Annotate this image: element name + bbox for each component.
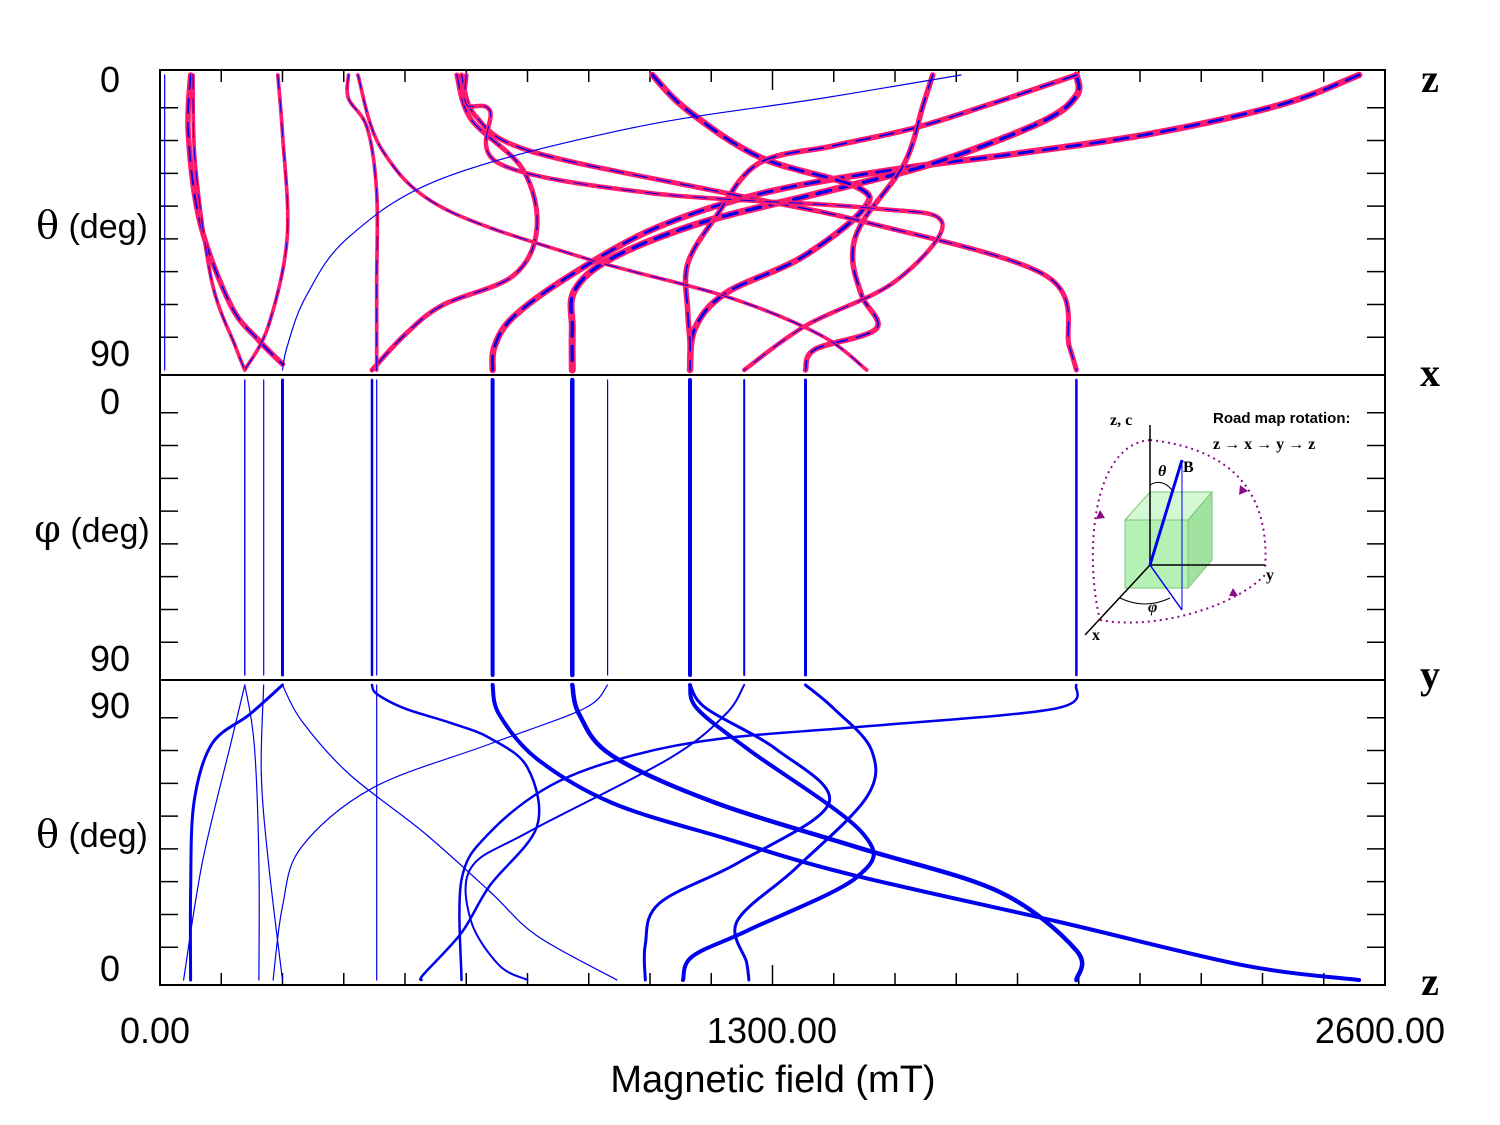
axes [159, 69, 1386, 986]
series-K-calc-yz [272, 684, 609, 981]
arrow-icon [1096, 510, 1105, 519]
x-axis-title: Magnetic field (mT) [610, 1059, 935, 1101]
series-G [369, 72, 541, 982]
inset-rotation-sequence: z → x → y → z [1213, 436, 1315, 453]
y-tick-panel1-top: 0 [100, 59, 120, 100]
direction-label-z-top: z [1421, 56, 1439, 101]
series-A-calc-yz [490, 683, 1362, 982]
series-B-exp-zx [567, 71, 1083, 374]
series-B-calc-zx [569, 73, 1081, 372]
inset-b-vector [1148, 459, 1184, 566]
data-series [164, 71, 1363, 983]
inset-label-b: B [1183, 459, 1194, 476]
series-A-calc-zx [490, 73, 1361, 372]
y-tick-panel3-top: 90 [90, 685, 130, 726]
series-G-exp-zx [369, 72, 540, 373]
y-axis-symbol-panel2: φ [34, 507, 61, 551]
series-F-calc-zx [460, 74, 1078, 371]
series-L-exp-zx [242, 73, 290, 372]
inset-label-x: x [1092, 627, 1100, 644]
inset-axis-x [1084, 564, 1151, 636]
y-axis-unit-panel2: (deg) [70, 512, 149, 550]
series-C-calc-yz [681, 683, 876, 982]
series-C-calc-zx [651, 73, 871, 372]
series-M [345, 73, 380, 981]
series-N-calc-yz [281, 684, 618, 981]
series-J-calc-yz [183, 684, 246, 981]
series-K-calc-zx [357, 74, 868, 371]
series-L-calc-yz [244, 684, 260, 981]
series-E-calc-zx [804, 74, 934, 371]
inset-label-y: y [1266, 567, 1274, 584]
series-H-calc-zx [464, 74, 944, 371]
y-tick-panel2-top: 0 [100, 381, 120, 422]
x-tick-label-min: 0.00 [120, 1010, 190, 1051]
inset-phi-arc [1119, 597, 1171, 605]
inset-label-theta: θ [1158, 463, 1167, 480]
y-axis-label-panel3: θ (deg) [36, 812, 148, 856]
inset-rotation-arc-bottom [1099, 574, 1266, 624]
series-D-calc-zx [684, 74, 1078, 371]
series-G-calc-zx [371, 74, 538, 371]
inset-b-projection [1149, 564, 1183, 611]
inset-theta-arc [1149, 481, 1173, 491]
y-axis-label-panel2: φ (deg) [34, 507, 149, 551]
y-axis-label-panel1: θ (deg) [36, 203, 148, 247]
y-tick-panel2-bottom: 90 [90, 638, 130, 679]
inset-label-phi: φ [1148, 599, 1157, 616]
inset-label-zc: z, c [1110, 412, 1132, 429]
series-A [489, 71, 1363, 982]
series-C-exp-zx [649, 71, 873, 374]
series-M-calc-zx [346, 74, 378, 371]
series-F [458, 72, 1079, 982]
y-axis-unit-panel3: (deg) [68, 817, 147, 855]
arrow-icon [1239, 485, 1248, 495]
inset-rotation-arc-left [1091, 439, 1151, 621]
series-E-calc-yz [733, 683, 878, 982]
series-K [272, 73, 869, 981]
series-J-calc-zx [192, 74, 246, 371]
series-H-calc-yz [464, 684, 746, 981]
direction-label-y: y [1420, 652, 1440, 697]
inset-title: Road map rotation: [1213, 410, 1351, 427]
series-D-exp-zx [682, 72, 1080, 373]
series-A-exp-zx [489, 71, 1363, 374]
series-O [164, 74, 284, 981]
series-D [642, 72, 1080, 982]
inset-cube-front [1124, 519, 1189, 589]
series-M-exp-zx [345, 73, 380, 372]
direction-label-z-bottom: z [1421, 959, 1439, 1004]
series-N-calc-zx [281, 74, 962, 371]
series-K-exp-zx [356, 73, 869, 372]
series-I-calc-yz [188, 683, 284, 982]
y-tick-panel1-bottom: 90 [90, 333, 130, 374]
series-L-calc-zx [244, 74, 289, 371]
series-I-calc-zx [187, 74, 284, 365]
road-map-rotation-inset: Road map rotation: z → x → y → z z, c θ … [1084, 410, 1351, 644]
series-F-exp-zx [459, 72, 1079, 373]
inset-rotation-arc-right [1149, 439, 1267, 571]
x-tick-label-max: 2600.00 [1315, 1010, 1445, 1051]
arrow-icon [1229, 588, 1238, 596]
y-axis-symbol-panel1: θ [36, 203, 59, 247]
series-D-calc-yz [642, 683, 832, 982]
y-axis-unit-panel1: (deg) [68, 208, 147, 246]
series-G-calc-yz [370, 683, 541, 982]
series-O-calc-yz [260, 684, 284, 981]
series-B-calc-yz [570, 682, 1085, 983]
y-axis-symbol-panel3: θ [36, 812, 59, 856]
y-tick-panel3-bottom: 0 [100, 948, 120, 989]
series-F-calc-yz [458, 683, 1079, 982]
direction-label-x: x [1420, 350, 1440, 395]
series-N [281, 74, 962, 981]
series-H [462, 72, 945, 981]
labels: 0 90 0 90 90 0 θ (deg) φ (deg) θ (deg) z… [34, 56, 1445, 1101]
series-L [242, 73, 290, 981]
x-tick-label-mid: 1300.00 [707, 1010, 837, 1051]
series-J-exp-zx [191, 73, 247, 372]
